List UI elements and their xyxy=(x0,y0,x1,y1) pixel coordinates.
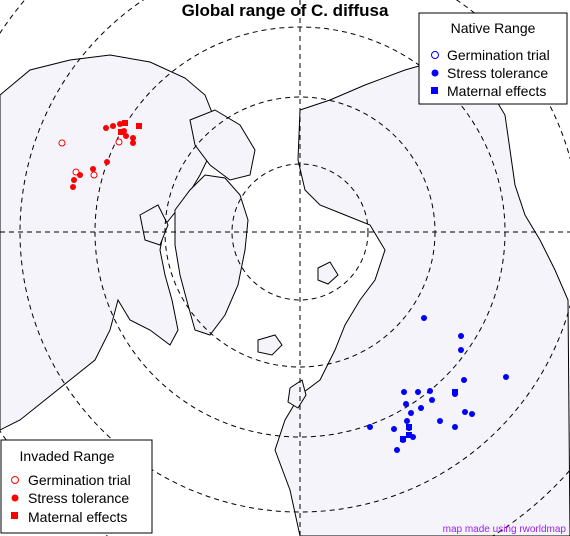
invaded-stress-point xyxy=(77,172,83,178)
invaded-stress-point xyxy=(117,121,123,127)
svalbard-land xyxy=(317,261,339,285)
native-stress-point xyxy=(458,333,464,339)
land-masses xyxy=(0,54,570,536)
invaded-stress-point xyxy=(130,140,136,146)
native-stress-point xyxy=(437,418,443,424)
legend-native-maternal-label: Maternal effects xyxy=(447,83,546,99)
native-stress-point xyxy=(418,405,424,411)
native-stress-point xyxy=(462,409,468,415)
native-stress-point xyxy=(452,424,458,430)
invaded-stress-point xyxy=(90,166,96,172)
legend-invaded: Invaded Range Germination trial Stress t… xyxy=(0,439,153,534)
invaded-stress-point xyxy=(103,125,109,131)
invaded-stress-point xyxy=(123,133,129,139)
arctic-islands-land xyxy=(189,109,256,181)
eurasia-land xyxy=(274,59,570,536)
invaded-stress-point xyxy=(104,159,110,165)
legend-native-box xyxy=(418,12,568,105)
invaded-stress-point xyxy=(71,177,77,183)
invaded-germination-point xyxy=(58,139,66,147)
native-stress-point xyxy=(458,347,464,353)
native-points xyxy=(367,315,509,453)
invaded-stress-point xyxy=(110,123,116,129)
native-maternal-point xyxy=(406,424,412,430)
native-stress-point xyxy=(421,315,427,321)
arctic-islands-land-2 xyxy=(139,204,169,246)
legend-invaded-germination-symbol xyxy=(11,476,19,484)
legend-native-germination-symbol xyxy=(431,51,439,59)
native-stress-point xyxy=(401,389,407,395)
north-america-land xyxy=(0,54,216,431)
invaded-maternal-point xyxy=(122,120,128,126)
map-credit: map made using rworldmap xyxy=(443,524,567,535)
legend-invaded-stress-label: Stress tolerance xyxy=(28,490,129,506)
invaded-stress-point xyxy=(130,135,136,141)
legend-invaded-germination-label: Germination trial xyxy=(28,472,131,488)
invaded-maternal-point xyxy=(118,129,124,135)
native-stress-point xyxy=(427,388,433,394)
native-stress-point xyxy=(503,374,509,380)
legend-native-germination-label: Germination trial xyxy=(447,47,550,63)
legend-invaded-maternal-label: Maternal effects xyxy=(28,509,127,525)
legend-native-stress-label: Stress tolerance xyxy=(447,65,548,81)
legend-native-maternal-symbol xyxy=(431,87,438,94)
legend-native: Native Range Germination trial Stress to… xyxy=(418,12,568,105)
map-title: Global range of C. diffusa xyxy=(182,1,389,20)
native-maternal-point xyxy=(406,432,412,438)
native-maternal-point xyxy=(452,389,458,395)
native-stress-point xyxy=(403,401,409,407)
native-stress-point xyxy=(469,411,475,417)
legend-invaded-box xyxy=(0,439,153,534)
invaded-stress-point xyxy=(70,184,76,190)
legend-invaded-title: Invaded Range xyxy=(20,448,115,464)
native-stress-point xyxy=(404,418,410,424)
invaded-points xyxy=(58,120,142,190)
native-stress-point xyxy=(415,389,421,395)
iceland-land xyxy=(257,334,283,356)
invaded-germination-point xyxy=(115,138,123,146)
legend-native-stress-symbol xyxy=(431,69,439,77)
greenland-land xyxy=(174,174,249,336)
native-stress-point xyxy=(367,424,373,430)
native-stress-point xyxy=(391,426,397,432)
invaded-maternal-point xyxy=(136,123,142,129)
legend-native-title: Native Range xyxy=(451,20,536,36)
native-stress-point xyxy=(408,410,414,416)
invaded-germination-point xyxy=(90,171,98,179)
native-maternal-point xyxy=(400,436,406,442)
legend-invaded-stress-symbol xyxy=(11,494,19,502)
native-stress-point xyxy=(429,397,435,403)
native-stress-point xyxy=(394,447,400,453)
legend-invaded-maternal-symbol xyxy=(11,512,18,519)
native-stress-point xyxy=(461,377,467,383)
